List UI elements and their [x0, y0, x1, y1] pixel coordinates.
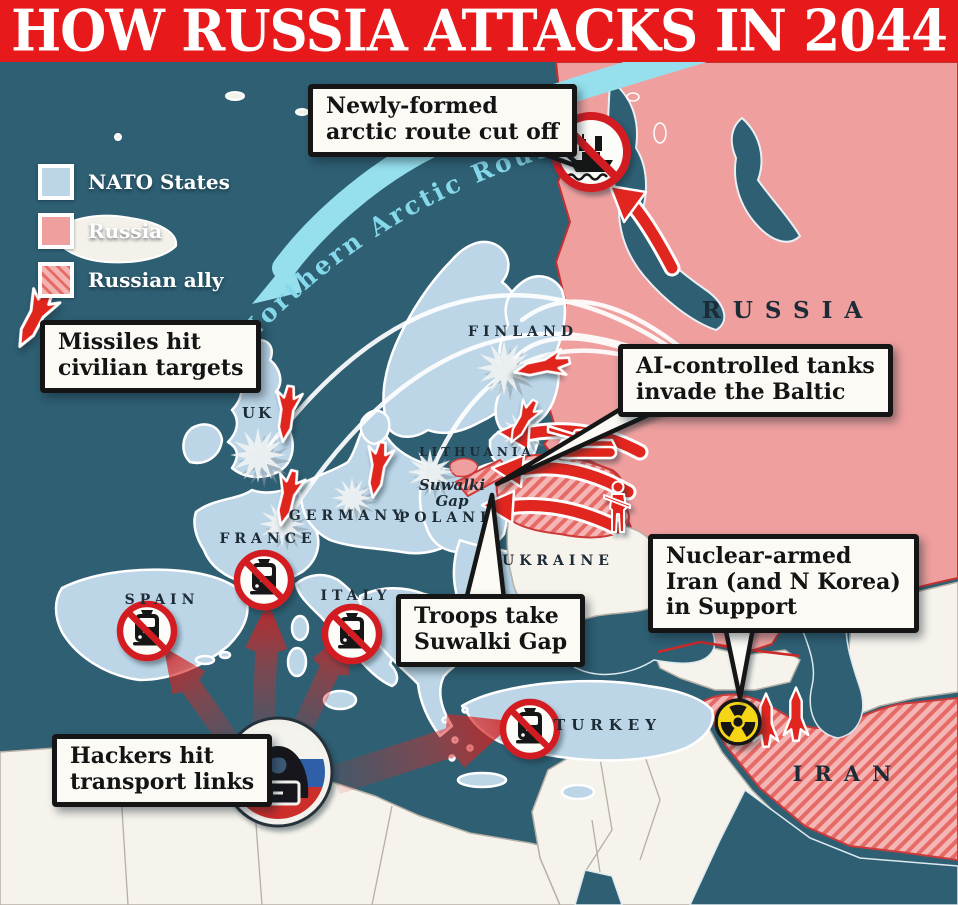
label-suwalki-gap: Suwalki: [419, 476, 485, 494]
label-uk: UK: [242, 404, 274, 422]
label-italy: ITALY: [320, 588, 391, 604]
label-poland: POLAND: [399, 510, 497, 526]
nato-swatch: [38, 164, 74, 200]
country-ireland: [182, 423, 224, 465]
island-corsica: [290, 614, 310, 642]
label-suwalki-gap: Gap: [435, 492, 469, 510]
no-train-icon-spain: [120, 604, 174, 658]
radiation-icon: [716, 700, 760, 744]
island-cyprus: [560, 783, 596, 801]
no-train-icon-france: [237, 553, 291, 607]
callout-troops-suwalki: Troops take Suwalki Gap: [396, 594, 586, 668]
page-title: HOW RUSSIA ATTACKS IN 2044: [11, 0, 948, 65]
callout-ai-tanks: AI-controlled tanks invade the Baltic: [618, 344, 893, 418]
country-labels: RUSSIA FINLAND UK GERMANY FRANCE SPAIN I…: [125, 297, 904, 786]
callout-hackers: Hackers hit transport links: [52, 734, 273, 808]
label-ukraine: UKRAINE: [502, 553, 614, 569]
label-lithuania: LITHUANIA: [419, 445, 535, 459]
ship-block-arrow: [608, 184, 681, 277]
map-legend: NATO States Russia Russian ally: [38, 164, 230, 298]
callout-missiles: Missiles hit civilian targets: [40, 320, 262, 394]
title-banner: HOW RUSSIA ATTACKS IN 2044: [0, 0, 958, 65]
russia-georgia-border: [657, 640, 801, 658]
legend-item-russia: Russia: [38, 213, 230, 249]
legend-item-nato: NATO States: [38, 164, 230, 200]
legend-label: Russian ally: [88, 268, 224, 292]
legend-label: NATO States: [88, 170, 230, 194]
island-sardinia: [286, 646, 308, 678]
persian-gulf: [689, 788, 958, 905]
red-sea: [574, 869, 623, 905]
legend-label: Russia: [88, 219, 163, 243]
callout-nuclear-iran: Nuclear-armed Iran (and N Korea) in Supp…: [648, 534, 919, 633]
label-france: FRANCE: [219, 531, 316, 547]
label-russia: RUSSIA: [702, 297, 875, 324]
country-iceland: [50, 214, 178, 264]
label-spain: SPAIN: [125, 592, 200, 608]
russia-swatch: [38, 213, 74, 249]
legend-item-ally: Russian ally: [38, 262, 230, 298]
label-finland: FINLAND: [468, 324, 578, 340]
callout-arctic-route: Newly-formed arctic route cut off: [308, 84, 577, 158]
label-germany: GERMANY: [289, 508, 407, 524]
label-turkey: TURKEY: [554, 716, 662, 734]
ally-swatch: [38, 262, 74, 298]
no-train-icon-turkey: [503, 702, 557, 756]
label-iran: IRAN: [793, 761, 904, 786]
no-train-icon-italy: [325, 607, 379, 661]
country-denmark: [359, 409, 391, 446]
island-crete: [456, 771, 508, 789]
